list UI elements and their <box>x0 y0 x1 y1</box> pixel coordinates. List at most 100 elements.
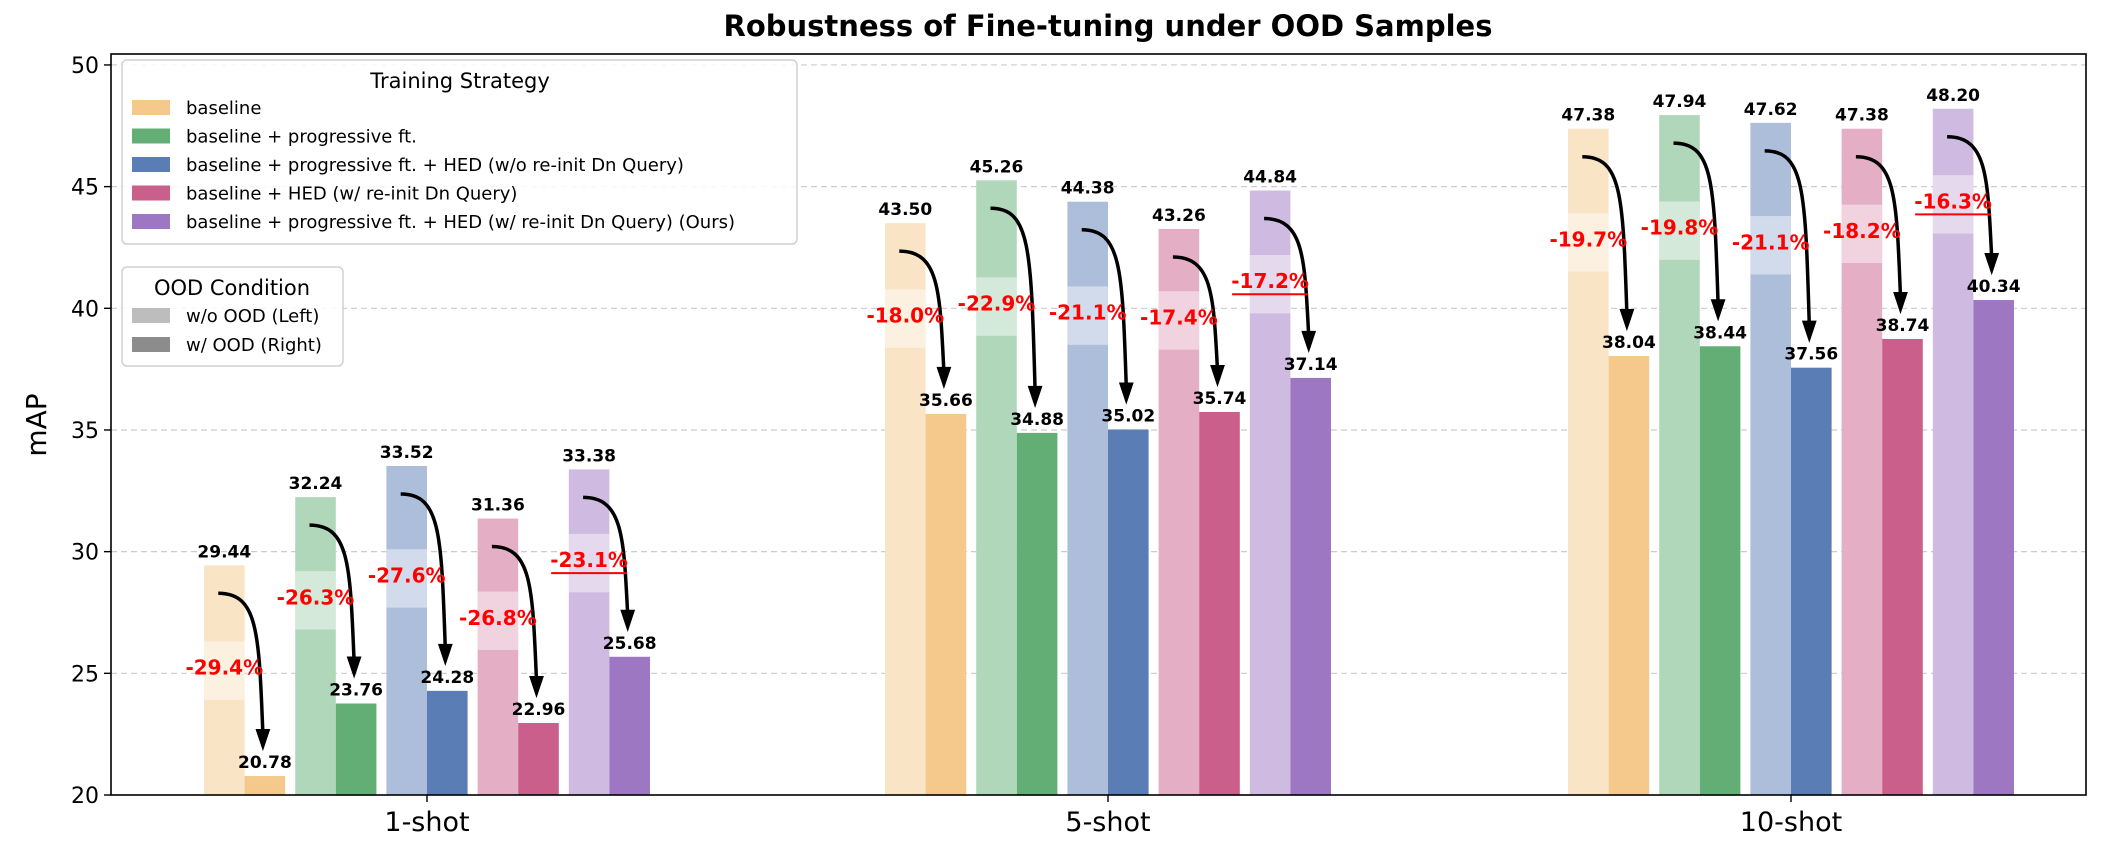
drop-percent-label: -26.3% <box>277 585 355 609</box>
arrowhead-icon <box>255 729 271 752</box>
bar-with-ood <box>609 656 650 795</box>
drop-arrow <box>990 206 1037 391</box>
arrowhead-icon <box>529 675 544 699</box>
bar-without-ood <box>1568 128 1609 795</box>
arrowhead-icon <box>1301 330 1317 354</box>
arrowhead-icon <box>936 366 952 390</box>
value-label-without-ood: 48.20 <box>1926 86 1980 106</box>
bar-with-ood <box>518 722 559 795</box>
value-label-with-ood: 37.14 <box>1284 355 1338 375</box>
bar-with-ood <box>1882 338 1923 795</box>
legend-swatch <box>132 214 170 229</box>
drop-percent-label: -22.9% <box>958 292 1036 316</box>
y-tick-label: 50 <box>71 54 99 79</box>
bar-without-ood <box>295 497 336 795</box>
bar-highlight-band <box>568 533 610 593</box>
bar-without-ood <box>204 565 245 795</box>
y-tick-label: 30 <box>71 541 99 566</box>
bar-highlight-band <box>1750 216 1791 275</box>
drop-arrow <box>583 495 630 615</box>
arrowhead-icon <box>1893 291 1908 315</box>
bar-highlight-band <box>976 277 1017 336</box>
drop-percent-label: -17.2% <box>1231 269 1309 293</box>
bar-highlight-band <box>1932 175 1974 234</box>
bar-with-ood <box>925 413 967 795</box>
bar-with-ood <box>1290 377 1331 795</box>
drop-arrow <box>491 544 539 682</box>
value-label-with-ood: 25.68 <box>603 634 657 654</box>
drop-percent-label: -29.4% <box>185 656 263 680</box>
bar-highlight-band <box>885 289 926 348</box>
value-label-with-ood: 35.66 <box>919 391 973 411</box>
value-label-without-ood: 47.38 <box>1835 106 1889 126</box>
legend-title: OOD Condition <box>154 276 310 300</box>
drop-arrow <box>899 249 946 373</box>
legend-swatch <box>132 308 170 323</box>
bar-with-ood <box>1699 346 1741 795</box>
bar-with-ood <box>1108 429 1149 795</box>
drop-percent-label: -19.8% <box>1641 216 1719 240</box>
bar-with-ood <box>1199 411 1240 795</box>
bar-highlight-band <box>1568 213 1609 272</box>
arrowhead-icon <box>437 643 453 667</box>
drop-percent-label: -26.8% <box>459 606 537 630</box>
legend-item-label: baseline + progressive ft. <box>186 127 417 148</box>
value-label-without-ood: 29.44 <box>197 542 251 562</box>
bar-highlight-band <box>1841 204 1883 264</box>
x-tick-label: 10-shot <box>1740 807 1842 838</box>
value-label-with-ood: 20.78 <box>238 753 292 773</box>
bar-highlight-band <box>477 591 519 650</box>
bar-without-ood <box>568 469 610 795</box>
y-tick-label: 35 <box>71 419 99 444</box>
drop-arrow <box>1264 216 1311 336</box>
bar-with-ood <box>1791 367 1832 795</box>
legend-ood-condition <box>121 266 344 367</box>
bar-without-ood <box>1158 228 1200 795</box>
drop-arrow <box>1764 149 1812 326</box>
arrowhead-icon <box>346 656 362 679</box>
arrowhead-icon <box>1801 320 1817 343</box>
x-tick-label: 1-shot <box>384 807 469 838</box>
drop-arrow <box>1081 227 1129 388</box>
value-label-without-ood: 31.36 <box>471 496 525 516</box>
y-tick-label: 20 <box>71 784 99 809</box>
bar-highlight-band <box>1067 286 1108 345</box>
plot-frame <box>110 53 2087 796</box>
legend-swatch <box>132 128 170 144</box>
drop-arrow <box>218 591 265 735</box>
arrowhead-icon <box>1118 382 1134 405</box>
bar-without-ood <box>1249 190 1291 795</box>
legend-item-label: baseline + HED (w/ re-init Dn Query) <box>186 184 517 205</box>
bar-without-ood <box>976 180 1017 795</box>
value-label-without-ood: 43.26 <box>1152 206 1206 226</box>
value-label-with-ood: 37.56 <box>1784 345 1838 365</box>
value-label-without-ood: 44.38 <box>1061 179 1115 199</box>
y-tick-label: 45 <box>71 176 99 201</box>
bar-highlight-band <box>386 549 427 608</box>
y-axis-label: mAP <box>20 393 53 456</box>
bar-without-ood <box>1659 115 1700 795</box>
value-label-without-ood: 33.52 <box>380 443 434 463</box>
legend-item-label: baseline + progressive ft. + HED (w/ re-… <box>186 212 735 233</box>
legend-swatch <box>132 185 170 201</box>
value-label-with-ood: 24.28 <box>420 668 474 688</box>
legend-item-label: w/o OOD (Left) <box>186 306 319 327</box>
drop-arrow <box>400 492 448 649</box>
drop-arrow <box>1947 135 1994 259</box>
value-label-without-ood: 47.94 <box>1653 92 1707 112</box>
drop-arrow <box>1172 255 1220 371</box>
value-label-without-ood: 44.84 <box>1243 168 1297 188</box>
y-tick-label: 25 <box>71 662 99 687</box>
value-label-with-ood: 35.02 <box>1101 406 1155 426</box>
value-label-with-ood: 35.74 <box>1193 389 1247 409</box>
legend-title: Training Strategy <box>369 69 550 93</box>
bar-without-ood <box>386 465 427 795</box>
bar-with-ood <box>427 690 468 795</box>
drop-percent-label: -18.0% <box>866 304 944 328</box>
value-label-without-ood: 33.38 <box>562 446 616 466</box>
arrowhead-icon <box>1027 385 1043 409</box>
drop-arrow <box>1855 154 1903 298</box>
value-label-without-ood: 32.24 <box>289 474 343 494</box>
